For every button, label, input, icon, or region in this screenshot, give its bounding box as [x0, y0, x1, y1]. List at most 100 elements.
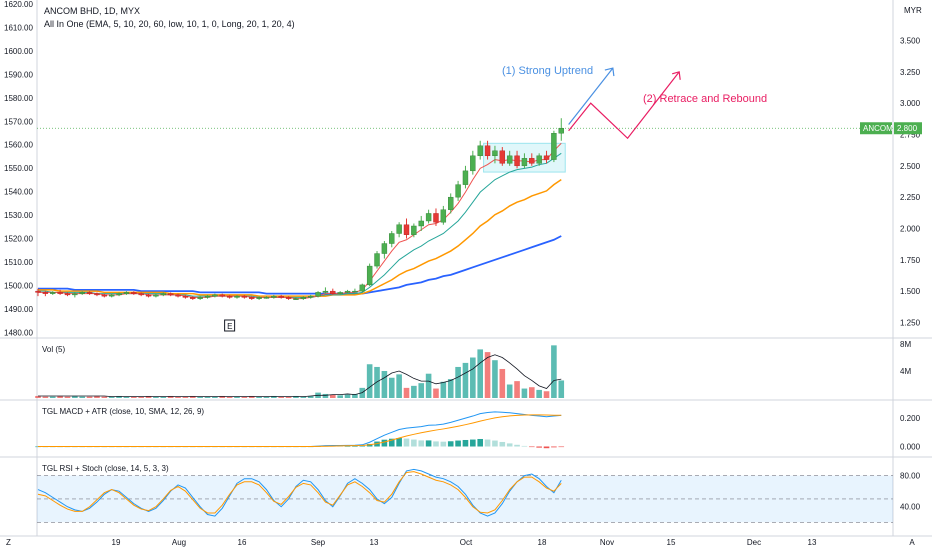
volume-bar — [64, 396, 71, 398]
candle-body — [521, 158, 528, 167]
candle-body — [116, 293, 122, 296]
right-tick-label: 2.750 — [900, 131, 921, 140]
volume-bar — [212, 396, 218, 398]
left-tick-label: 1570.00 — [4, 117, 33, 126]
macd-histogram-bar — [396, 438, 402, 447]
candle-body — [131, 292, 137, 294]
volume-bar — [352, 393, 358, 398]
x-tick-label: 13 — [808, 538, 817, 547]
volume-bar — [307, 395, 314, 398]
earnings-marker — [224, 319, 236, 332]
candle-body — [197, 297, 203, 299]
candle-body — [551, 133, 557, 160]
volume-bar — [374, 366, 380, 398]
x-tick-label: 19 — [112, 538, 121, 547]
volume-title: Vol (5) — [42, 345, 65, 354]
candle-body — [374, 253, 380, 267]
candle-body — [403, 224, 410, 235]
candle-body — [293, 298, 299, 300]
macd-histogram-bar — [352, 446, 358, 447]
candle-body — [123, 292, 130, 294]
volume-bar — [182, 396, 189, 398]
volume-bar — [330, 394, 336, 398]
left-tick-label: 1590.00 — [4, 70, 33, 79]
volume-bar — [447, 379, 454, 398]
macd-histogram-bar — [403, 438, 410, 447]
left-tick-label: 1620.00 — [4, 0, 33, 9]
volume-bar — [388, 377, 395, 398]
candle-body — [315, 292, 321, 297]
candle-body — [381, 243, 388, 254]
volume-bar — [197, 396, 203, 398]
candle-body — [271, 295, 277, 298]
macd-histogram-bar — [381, 439, 388, 447]
left-tick-label: 1520.00 — [4, 235, 33, 244]
macd-histogram-bar — [388, 438, 395, 447]
volume-bar — [492, 360, 498, 398]
volume-bar — [381, 371, 388, 398]
candle-body — [440, 209, 447, 223]
left-tick-label: 1540.00 — [4, 188, 33, 197]
volume-bar — [175, 396, 181, 398]
candle-body — [35, 290, 41, 293]
volume-bar — [234, 396, 240, 398]
candle-body — [79, 292, 85, 294]
right-tick-label: 2.500 — [900, 162, 921, 171]
macd-histogram-bar — [521, 445, 528, 447]
candle-body — [241, 295, 248, 298]
macd-histogram-bar — [477, 438, 483, 447]
candle-body — [411, 225, 417, 235]
macd-tick-label: 0.200 — [900, 414, 921, 423]
axis-unit-label: MYR — [904, 6, 922, 15]
candle-body — [477, 145, 483, 157]
candle-body — [94, 293, 100, 296]
volume-bar — [57, 395, 63, 398]
left-tick-label: 1490.00 — [4, 305, 33, 314]
candle-body — [558, 128, 564, 134]
left-tick-label: 1580.00 — [4, 94, 33, 103]
volume-bar — [79, 396, 86, 398]
price-badge-symbol — [860, 122, 892, 135]
right-tick-label: 2.250 — [900, 193, 921, 202]
volume-bar — [440, 381, 447, 398]
left-tick-label: 1510.00 — [4, 258, 33, 267]
volume-bar — [470, 357, 476, 398]
volume-bar — [108, 396, 115, 398]
right-tick-label: 3.000 — [900, 99, 921, 108]
volume-bar — [558, 380, 565, 398]
macd-histogram-bar — [551, 446, 557, 448]
candle-body — [462, 170, 469, 185]
volume-bar — [226, 396, 233, 398]
candle-body — [448, 196, 454, 210]
chart-title: ANCOM BHD, 1D, MYX — [44, 6, 141, 16]
macd-histogram-bar — [528, 446, 535, 448]
x-tick-label: Nov — [600, 538, 614, 547]
candle-body — [204, 295, 211, 298]
volume-bar — [42, 396, 49, 398]
candle-body — [190, 297, 196, 299]
volume-bar — [418, 383, 425, 398]
candle-body — [418, 220, 424, 227]
volume-bar — [433, 388, 439, 398]
volume-bar — [72, 395, 78, 398]
macd-histogram-bar — [543, 446, 550, 449]
macd-histogram-bar — [484, 439, 491, 447]
macd-histogram-bar — [433, 441, 439, 447]
volume-bar — [153, 396, 159, 398]
right-tick-label: 1.250 — [900, 318, 921, 327]
macd-histogram-bar — [418, 440, 425, 447]
macd-histogram-bar — [492, 440, 498, 447]
volume-bar — [35, 395, 41, 398]
candle-body — [219, 294, 225, 297]
uptrend-arrowhead — [604, 67, 615, 77]
candle-body — [337, 292, 343, 294]
volume-bar — [403, 387, 410, 398]
candle-body — [330, 290, 336, 294]
x-tick-label: 18 — [538, 538, 547, 547]
candle-body — [278, 295, 284, 298]
candle-body — [226, 295, 233, 298]
candle-body — [234, 295, 240, 298]
right-tick-label: 3.250 — [900, 68, 921, 77]
left-tick-label: 1480.00 — [4, 328, 33, 337]
